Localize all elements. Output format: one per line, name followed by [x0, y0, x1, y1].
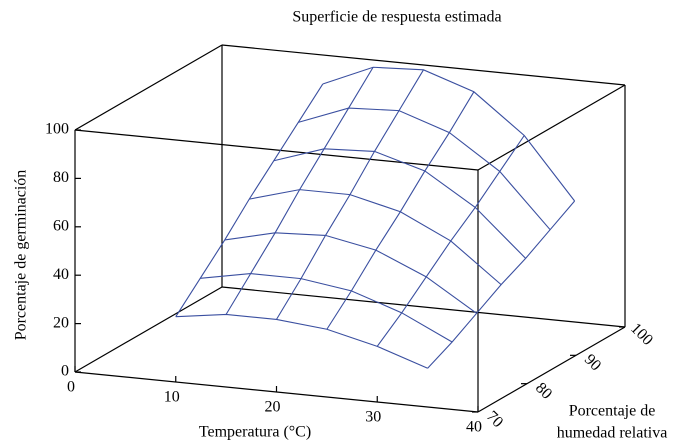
surface-line [273, 148, 527, 259]
surface-line [200, 273, 453, 343]
z-tick-label: 80 [53, 169, 69, 186]
y-tick-label: 90 [581, 351, 604, 374]
box-edge [221, 286, 626, 328]
z-tick-label: 40 [53, 266, 69, 283]
box-edge [74, 286, 223, 373]
y-tick-label: 80 [532, 379, 555, 402]
z-tick-label: 60 [53, 217, 69, 234]
box-edge [477, 326, 626, 413]
box-edge [74, 129, 479, 171]
surface-line [225, 66, 374, 315]
surface-line [298, 107, 551, 231]
z-tick-label: 100 [45, 121, 69, 138]
x-axis-label: Temperatura (°C) [199, 424, 311, 441]
surface-line [224, 232, 477, 314]
surface-line [326, 91, 475, 330]
surface-line [175, 83, 324, 317]
box-edge [221, 44, 626, 86]
z-tick-label: 20 [53, 314, 69, 331]
y-tick-label: 100 [627, 320, 656, 349]
box-edge [477, 84, 626, 171]
x-tick-label: 10 [164, 389, 180, 406]
y-axis-label: Porcentaje de [569, 403, 656, 420]
y-axis-label: humedad relativa [557, 425, 668, 442]
surface-line [322, 66, 576, 202]
surface-line [175, 313, 428, 369]
y-tick-label: 70 [483, 408, 506, 431]
surface-line [249, 189, 502, 286]
x-tick-label: 40 [466, 419, 482, 436]
chart-title: Superficie de respuesta estimada [292, 9, 501, 26]
x-tick-label: 20 [265, 399, 281, 416]
x-tick-label: 0 [67, 379, 75, 396]
box-edge [74, 44, 223, 131]
z-axis-label: Porcentaje de germinación [13, 170, 30, 341]
x-tick-label: 30 [365, 409, 381, 426]
z-tick-label: 0 [61, 363, 69, 380]
